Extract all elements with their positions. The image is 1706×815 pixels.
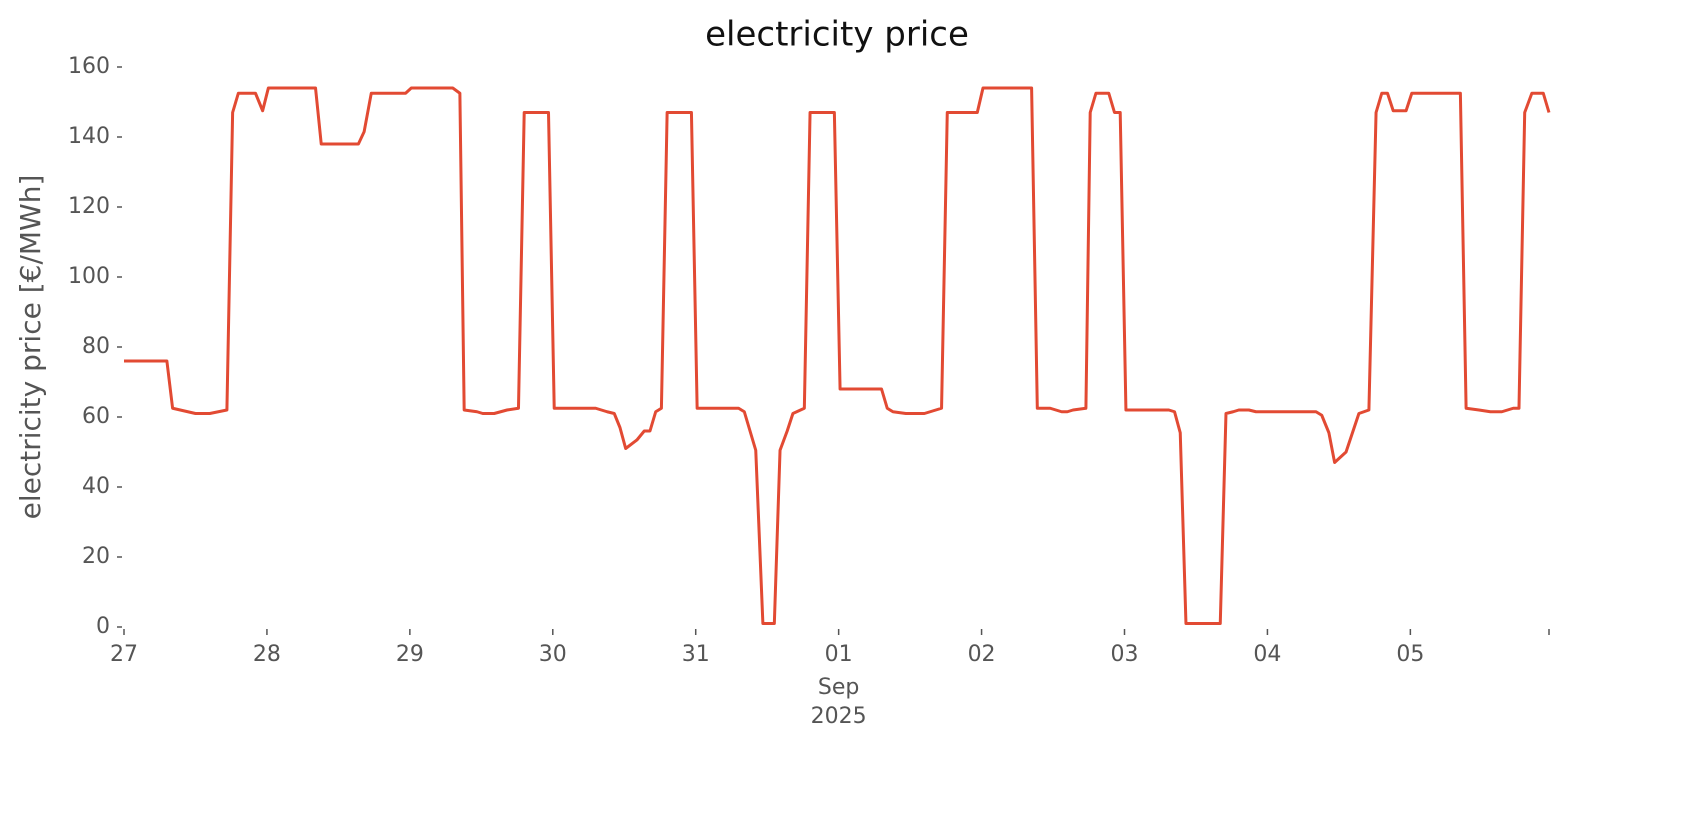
- x-annotation: 2025: [811, 704, 867, 729]
- y-tick-label: 160: [68, 54, 110, 79]
- x-tick-label: 02: [968, 642, 996, 667]
- y-tick-label: 0: [96, 614, 110, 639]
- x-tick-label: 30: [539, 642, 567, 667]
- x-tick-label: 29: [396, 642, 424, 667]
- y-tick-label: 100: [68, 264, 110, 289]
- x-tick-label: 04: [1253, 642, 1281, 667]
- y-axis-label: electricity price [€/MWh]: [14, 175, 47, 520]
- price-line: [124, 86, 1551, 625]
- x-tick-label: 28: [253, 642, 281, 667]
- x-annotation: Sep: [818, 675, 859, 700]
- y-tick-label: 140: [68, 124, 110, 149]
- x-tick-label: 05: [1396, 642, 1424, 667]
- x-tick-label: 03: [1111, 642, 1139, 667]
- x-tick-label: 01: [825, 642, 853, 667]
- y-tick-label: 60: [82, 404, 110, 429]
- x-tick-label: 31: [682, 642, 710, 667]
- y-tick-label: 40: [82, 474, 110, 499]
- y-tick-label: 20: [82, 544, 110, 569]
- chart-title: electricity price: [705, 15, 969, 55]
- y-tick-label: 80: [82, 334, 110, 359]
- x-tick-label: 27: [110, 642, 138, 667]
- y-tick-label: 120: [68, 194, 110, 219]
